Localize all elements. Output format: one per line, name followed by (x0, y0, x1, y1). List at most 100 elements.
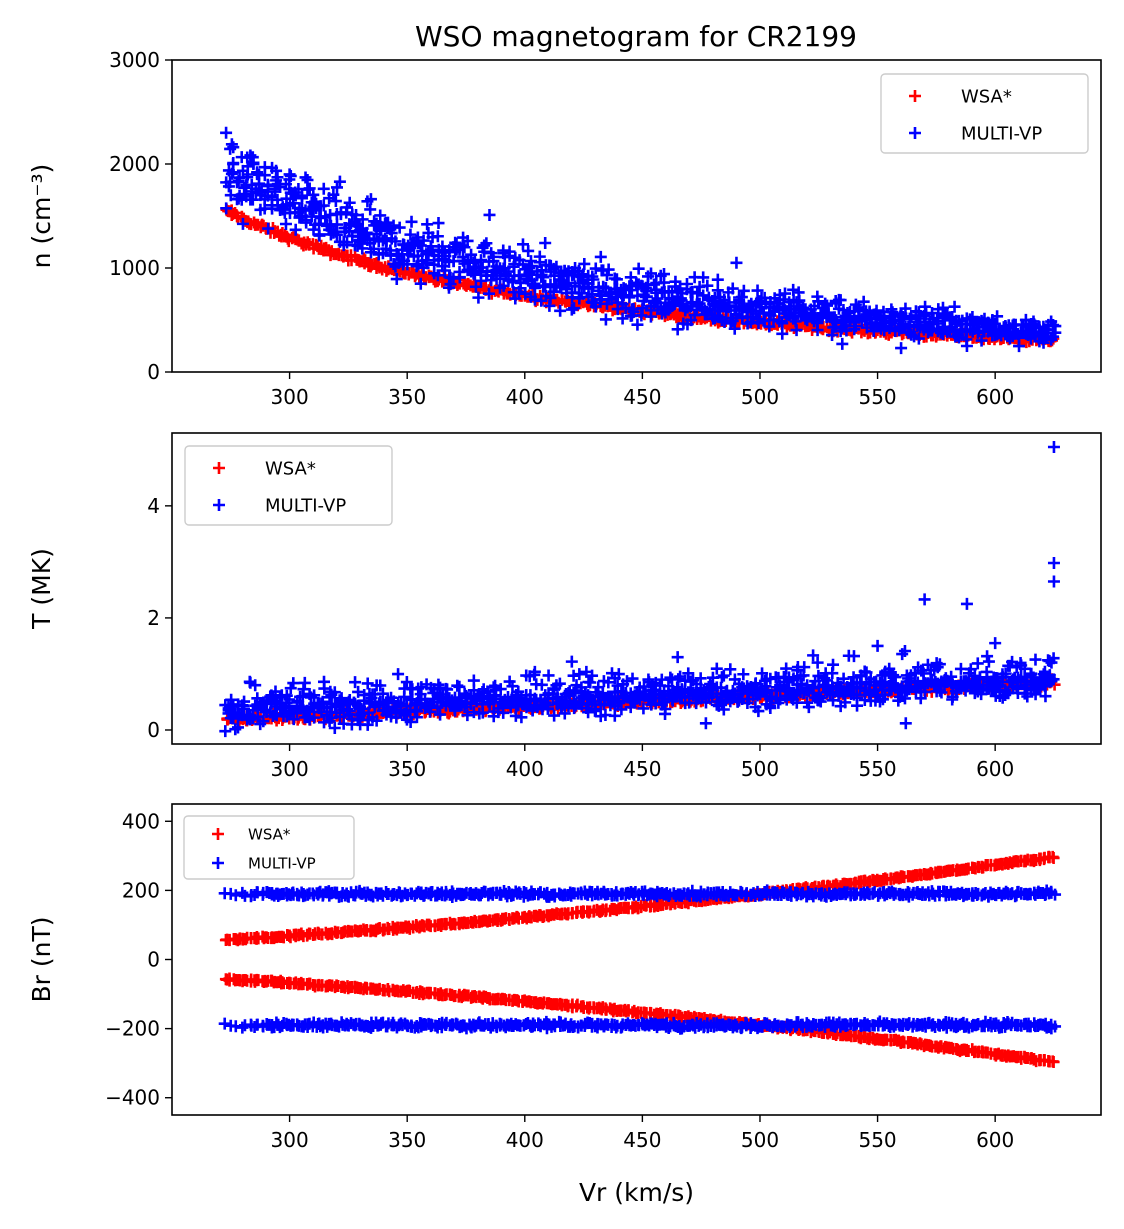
data-point (802, 701, 815, 714)
data-point (637, 702, 650, 715)
data-point (587, 273, 600, 286)
data-point (352, 685, 365, 698)
series-wsa (219, 850, 1060, 1069)
data-point (1021, 690, 1034, 703)
data-point (575, 287, 588, 300)
data-point (623, 291, 636, 304)
data-point (476, 706, 489, 719)
data-point (847, 650, 860, 663)
data-point (404, 715, 417, 728)
data-point (461, 709, 474, 722)
data-point (328, 686, 341, 699)
data-point (655, 673, 668, 686)
data-point (400, 676, 413, 689)
data-point (298, 676, 311, 689)
data-point (295, 192, 308, 205)
data-point (299, 171, 312, 184)
data-point (318, 716, 331, 729)
data-point (483, 208, 496, 221)
data-point (398, 690, 411, 703)
x-tick-label: 450 (623, 385, 661, 409)
data-point (271, 171, 284, 184)
data-point (465, 248, 478, 261)
y-axis-label: n (cm⁻³) (27, 164, 56, 269)
axes-frame (171, 432, 1102, 745)
data-point (497, 279, 510, 292)
data-point (798, 661, 811, 674)
legend-label: MULTI-VP (961, 123, 1042, 144)
data-point (594, 250, 607, 263)
data-point (812, 669, 825, 682)
data-point (699, 717, 712, 730)
data-point (612, 668, 625, 681)
y-tick-label: 2 (147, 606, 160, 630)
y-tick-label: 0 (147, 718, 160, 742)
data-point (241, 171, 254, 184)
data-point (790, 324, 803, 337)
data-point (368, 219, 381, 232)
data-point (821, 299, 834, 312)
data-point (287, 197, 300, 210)
data-point (333, 710, 346, 723)
data-point (405, 215, 418, 228)
x-tick-label: 450 (623, 757, 661, 781)
data-point (999, 685, 1012, 698)
data-point (999, 667, 1012, 680)
data-point (238, 181, 251, 194)
data-point (749, 677, 762, 690)
data-point (392, 668, 405, 681)
data-point (414, 277, 427, 290)
data-point (431, 230, 444, 243)
data-point (236, 217, 249, 230)
data-point (567, 669, 580, 682)
data-point (537, 271, 550, 284)
data-point (903, 683, 916, 696)
data-point (1049, 320, 1062, 333)
data-point (236, 1021, 249, 1034)
data-point (787, 672, 800, 685)
x-tick-label: 350 (388, 757, 426, 781)
data-point (364, 193, 377, 206)
data-point (341, 236, 354, 249)
data-point (595, 289, 608, 302)
data-point (303, 182, 316, 195)
data-point (822, 306, 835, 319)
data-point (220, 202, 233, 215)
data-point (617, 289, 630, 302)
data-point (589, 300, 602, 313)
data-point (354, 236, 367, 248)
data-point (384, 249, 397, 262)
data-point (751, 284, 764, 297)
data-point (726, 314, 739, 327)
data-point (814, 692, 827, 705)
data-point (710, 662, 723, 675)
data-point (453, 680, 466, 693)
data-point (726, 282, 739, 295)
data-point (478, 239, 491, 252)
data-point (912, 332, 925, 345)
data-point (308, 689, 321, 702)
data-point (349, 676, 362, 689)
data-point (724, 663, 737, 676)
data-point (589, 262, 602, 275)
data-point (458, 241, 471, 254)
data-point (626, 672, 639, 685)
data-point (1047, 575, 1060, 588)
data-point (602, 676, 615, 689)
data-point (737, 668, 750, 681)
data-point (717, 703, 730, 716)
data-point (1047, 557, 1060, 570)
data-point (701, 279, 714, 292)
data-point (981, 650, 994, 663)
data-point (960, 340, 973, 352)
data-point (544, 291, 557, 304)
data-point (448, 702, 461, 715)
data-point (421, 257, 434, 270)
data-point (1046, 1055, 1059, 1068)
data-point (857, 295, 870, 308)
data-point (586, 669, 599, 682)
data-point (317, 182, 330, 195)
